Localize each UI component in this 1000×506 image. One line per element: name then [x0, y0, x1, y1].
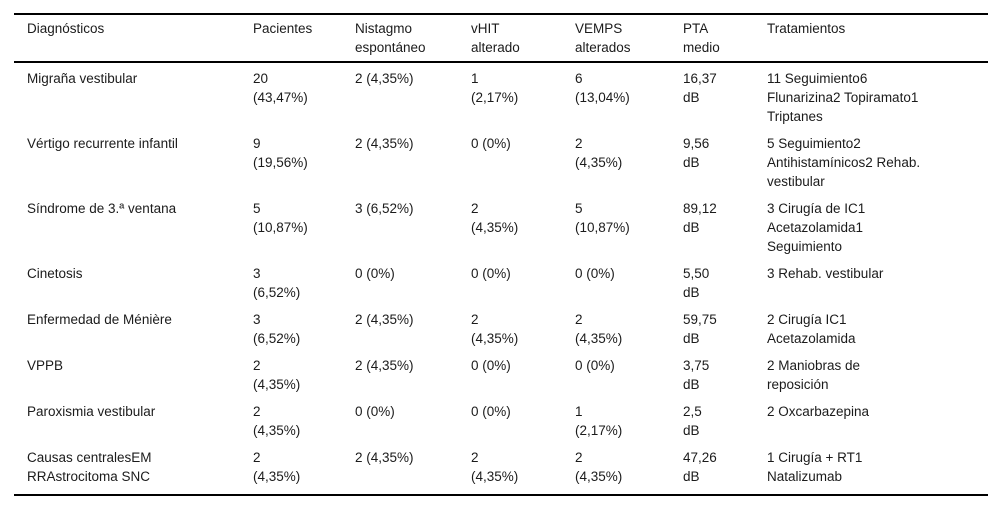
cell-diagnostico: Enfermedad de Ménière — [27, 312, 172, 327]
table-row-enfermedad-de-meniere: Enfermedad de Ménière 3 (6,52%) 2 (4,35%… — [14, 306, 988, 352]
cell-pta: 47,26 dB — [683, 444, 767, 496]
cell-vhit: 1 (2,17%) — [471, 71, 519, 105]
cell-tratamientos: 2 Cirugía IC1 Acetazolamida — [767, 312, 856, 346]
cell-tratamientos: 1 Cirugía + RT1 Natalizumab — [767, 444, 988, 496]
cell-pacientes: 3 (6,52%) — [253, 266, 301, 300]
cell-diagnostico: Vértigo recurrente infantil — [27, 136, 178, 151]
cell-pacientes: 5 (10,87%) — [253, 201, 308, 235]
diagnosis-table: Diagnósticos Pacientes Nistagmo espontán… — [14, 13, 988, 496]
cell-vhit: 2 (4,35%) — [471, 312, 519, 346]
table-row-cinetosis: Cinetosis 3 (6,52%) 0 (0%) 0 (0%) 0 (0%)… — [14, 260, 988, 306]
column-header-vhit-alterado: vHIT alterado — [471, 13, 575, 63]
cell-tratamientos: 5 Seguimiento2 Antihistamínicos2 Rehab. … — [767, 136, 921, 189]
cell-vhit: 0 (0%) — [471, 358, 511, 373]
table-row-vertigo-recurrente-infantil: Vértigo recurrente infantil 9 (19,56%) 2… — [14, 130, 988, 195]
cell-pacientes: 20 (43,47%) — [253, 71, 308, 105]
column-header-nistagmo-espontaneo: Nistagmo espontáneo — [355, 13, 471, 63]
table-row-vppb: VPPB 2 (4,35%) 2 (4,35%) 0 (0%) 0 (0%) 3… — [14, 352, 988, 398]
cell-diagnostico: VPPB — [27, 358, 64, 373]
cell-vemps: 2 (4,35%) — [575, 312, 623, 346]
cell-pta: 16,37 dB — [683, 71, 717, 105]
cell-nistagmo: 2 (4,35%) — [355, 358, 414, 373]
cell-pta: 3,75 dB — [683, 358, 710, 392]
diagnosis-table-container: Diagnósticos Pacientes Nistagmo espontán… — [14, 13, 988, 496]
column-header-diagnosticos: Diagnósticos — [14, 13, 253, 63]
cell-pta: 5,50 dB — [683, 266, 710, 300]
cell-nistagmo: 2 (4,35%) — [355, 444, 471, 496]
column-header-vemps-alterados: VEMPS alterados — [575, 13, 683, 63]
cell-pacientes: 2 (4,35%) — [253, 404, 301, 438]
cell-nistagmo: 2 (4,35%) — [355, 312, 414, 327]
table-header: Diagnósticos Pacientes Nistagmo espontán… — [14, 13, 988, 63]
cell-pta: 59,75 dB — [683, 312, 717, 346]
table-row-sindrome-tercera-ventana: Síndrome de 3.ª ventana 5 (10,87%) 3 (6,… — [14, 195, 988, 260]
cell-tratamientos: 3 Cirugía de IC1 Acetazolamida1 Seguimie… — [767, 201, 866, 254]
cell-diagnostico: Cinetosis — [27, 266, 83, 281]
cell-vhit: 2 (4,35%) — [471, 201, 519, 235]
cell-tratamientos: 2 Oxcarbazepina — [767, 404, 870, 419]
cell-vemps: 2 (4,35%) — [575, 136, 623, 170]
cell-vhit: 0 (0%) — [471, 136, 511, 151]
cell-diagnostico: Causas centralesEM RRAstrocitoma SNC — [14, 444, 253, 496]
cell-vhit: 0 (0%) — [471, 266, 511, 281]
cell-tratamientos: 2 Maniobras de reposición — [767, 358, 861, 392]
cell-vemps: 0 (0%) — [575, 358, 615, 373]
cell-nistagmo: 2 (4,35%) — [355, 71, 414, 86]
header-row: Diagnósticos Pacientes Nistagmo espontán… — [14, 13, 988, 63]
table-row-migrana-vestibular: Migraña vestibular 20 (43,47%) 2 (4,35%)… — [14, 62, 988, 130]
column-header-pta-medio: PTA medio — [683, 13, 767, 63]
cell-diagnostico: Migraña vestibular — [27, 71, 138, 86]
cell-diagnostico: Paroxismia vestibular — [27, 404, 156, 419]
cell-nistagmo: 0 (0%) — [355, 404, 395, 419]
table-row-causas-centrales: Causas centralesEM RRAstrocitoma SNC 2 (… — [14, 444, 988, 496]
cell-pacientes: 2 (4,35%) — [253, 358, 301, 392]
cell-nistagmo: 2 (4,35%) — [355, 136, 414, 151]
cell-nistagmo: 0 (0%) — [355, 266, 395, 281]
cell-diagnostico: Síndrome de 3.ª ventana — [27, 201, 177, 216]
cell-tratamientos: 11 Seguimiento6 Flunarizina2 Topiramato1… — [767, 71, 919, 124]
cell-tratamientos: 3 Rehab. vestibular — [767, 266, 884, 281]
cell-vhit: 0 (0%) — [471, 404, 511, 419]
cell-pta: 89,12 dB — [683, 201, 717, 235]
table-row-paroxismia-vestibular: Paroxismia vestibular 2 (4,35%) 0 (0%) 0… — [14, 398, 988, 444]
cell-pacientes: 3 (6,52%) — [253, 312, 301, 346]
cell-pta: 9,56 dB — [683, 136, 710, 170]
cell-vhit: 2 (4,35%) — [471, 444, 575, 496]
cell-pta: 2,5 dB — [683, 404, 702, 438]
table-body: Migraña vestibular 20 (43,47%) 2 (4,35%)… — [14, 62, 988, 496]
cell-vemps: 2 (4,35%) — [575, 444, 683, 496]
cell-vemps: 5 (10,87%) — [575, 201, 630, 235]
cell-vemps: 1 (2,17%) — [575, 404, 623, 438]
cell-vemps: 6 (13,04%) — [575, 71, 630, 105]
column-header-pacientes: Pacientes — [253, 13, 355, 63]
column-header-tratamientos: Tratamientos — [767, 13, 988, 63]
cell-pacientes: 2 (4,35%) — [253, 444, 355, 496]
cell-pacientes: 9 (19,56%) — [253, 136, 308, 170]
cell-nistagmo: 3 (6,52%) — [355, 201, 414, 216]
cell-vemps: 0 (0%) — [575, 266, 615, 281]
